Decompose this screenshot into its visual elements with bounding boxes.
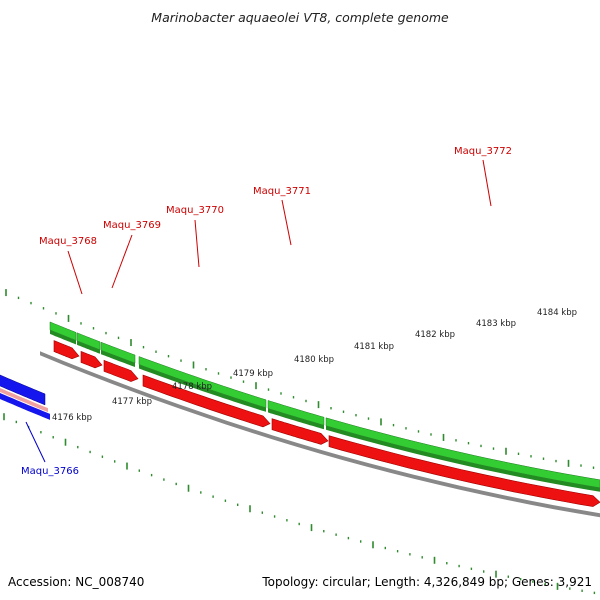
position-tick-label: 4180 kbp bbox=[294, 355, 334, 365]
gene-label[interactable]: Maqu_3768 bbox=[39, 236, 97, 247]
gene-label[interactable]: Maqu_3772 bbox=[454, 146, 512, 157]
genome-tracks bbox=[0, 321, 600, 518]
genome-summary-text: Topology: circular; Length: 4,326,849 bp… bbox=[261, 575, 592, 589]
position-tick-label: 4177 kbp bbox=[112, 397, 152, 407]
gene-leader-line bbox=[67, 250, 83, 295]
gene-labels: Maqu_3766 Maqu_3768 Maqu_3769 Maqu_3770 Maqu… bbox=[21, 146, 512, 477]
gene-leader-line bbox=[111, 234, 133, 289]
position-tick-label: 4182 kbp bbox=[415, 330, 455, 340]
gene-label[interactable]: Maqu_3771 bbox=[253, 186, 311, 197]
position-tick-label: 4176 kbp bbox=[52, 413, 92, 423]
position-tick-label: 4179 kbp bbox=[233, 369, 273, 379]
forward-gene-block-shadow bbox=[77, 340, 100, 354]
map-title: Marinobacter aquaeolei VT8, complete gen… bbox=[151, 10, 449, 25]
reverse-gene-arrow bbox=[271, 418, 329, 445]
rna-block bbox=[0, 388, 48, 413]
gene-leader-line bbox=[25, 421, 46, 463]
accession-text: Accession: NC_008740 bbox=[8, 575, 144, 589]
gene-block-blue-lower bbox=[0, 393, 50, 420]
gene-label[interactable]: Maqu_3769 bbox=[103, 220, 161, 231]
gene-label[interactable]: Maqu_3766 bbox=[21, 466, 79, 477]
position-tick-label: 4183 kbp bbox=[476, 319, 516, 329]
gene-block-blue bbox=[0, 374, 46, 406]
forward-gene-block-shadow bbox=[101, 350, 135, 367]
reverse-gene-arrow bbox=[142, 374, 271, 428]
gene-leader-line bbox=[482, 159, 492, 207]
reverse-gene-arrow bbox=[80, 350, 103, 369]
gene-leader-line bbox=[281, 199, 292, 246]
gene-leader-line bbox=[194, 219, 200, 268]
position-tick-labels: 4176 kbp 4177 kbp 4178 kbp 4179 kbp 4180 kbp… bbox=[52, 308, 577, 423]
reverse-gene-arrow bbox=[53, 340, 80, 360]
position-tick-label: 4184 kbp bbox=[537, 308, 577, 318]
reverse-gene-arrow bbox=[328, 435, 600, 507]
forward-gene-block-shadow bbox=[139, 364, 266, 412]
reverse-gene-arrow bbox=[103, 359, 139, 382]
position-ticks bbox=[3, 289, 596, 595]
position-tick-label: 4181 kbp bbox=[354, 342, 394, 352]
gene-label[interactable]: Maqu_3770 bbox=[166, 205, 224, 216]
position-tick-label: 4178 kbp bbox=[172, 382, 212, 392]
forward-gene-block-shadow bbox=[326, 425, 600, 492]
forward-gene-block-shadow bbox=[50, 329, 76, 345]
forward-gene-block-shadow bbox=[268, 408, 324, 430]
